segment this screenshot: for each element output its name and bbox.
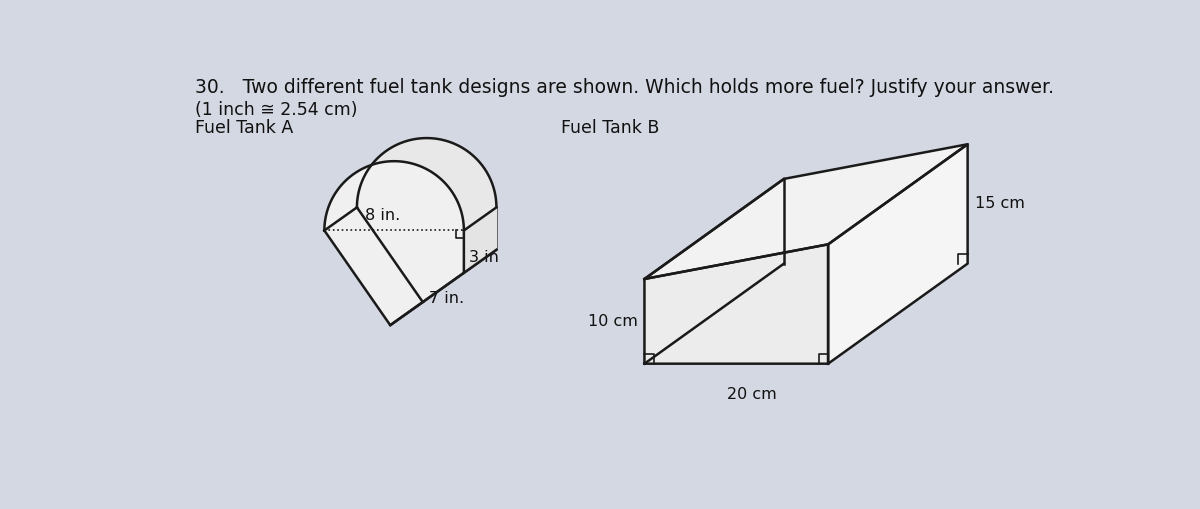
Text: 30.   Two different fuel tank designs are shown. Which holds more fuel? Justify : 30. Two different fuel tank designs are … bbox=[194, 78, 1054, 97]
Text: 14 cm: 14 cm bbox=[767, 304, 816, 319]
Text: 20 cm: 20 cm bbox=[727, 387, 776, 402]
Polygon shape bbox=[324, 161, 464, 325]
Polygon shape bbox=[356, 138, 497, 302]
Text: (1 inch ≅ 2.54 cm): (1 inch ≅ 2.54 cm) bbox=[194, 101, 358, 119]
Text: 15 cm: 15 cm bbox=[976, 196, 1025, 211]
Polygon shape bbox=[390, 207, 497, 325]
Polygon shape bbox=[644, 144, 967, 279]
Text: 10 cm: 10 cm bbox=[588, 314, 638, 329]
Text: 3 in: 3 in bbox=[468, 250, 498, 265]
Text: Fuel Tank A: Fuel Tank A bbox=[194, 119, 293, 137]
Text: Fuel Tank B: Fuel Tank B bbox=[560, 119, 659, 137]
Text: 8 in.: 8 in. bbox=[365, 208, 400, 223]
Text: 7 in.: 7 in. bbox=[430, 291, 464, 306]
Polygon shape bbox=[828, 144, 967, 364]
Polygon shape bbox=[644, 244, 828, 364]
